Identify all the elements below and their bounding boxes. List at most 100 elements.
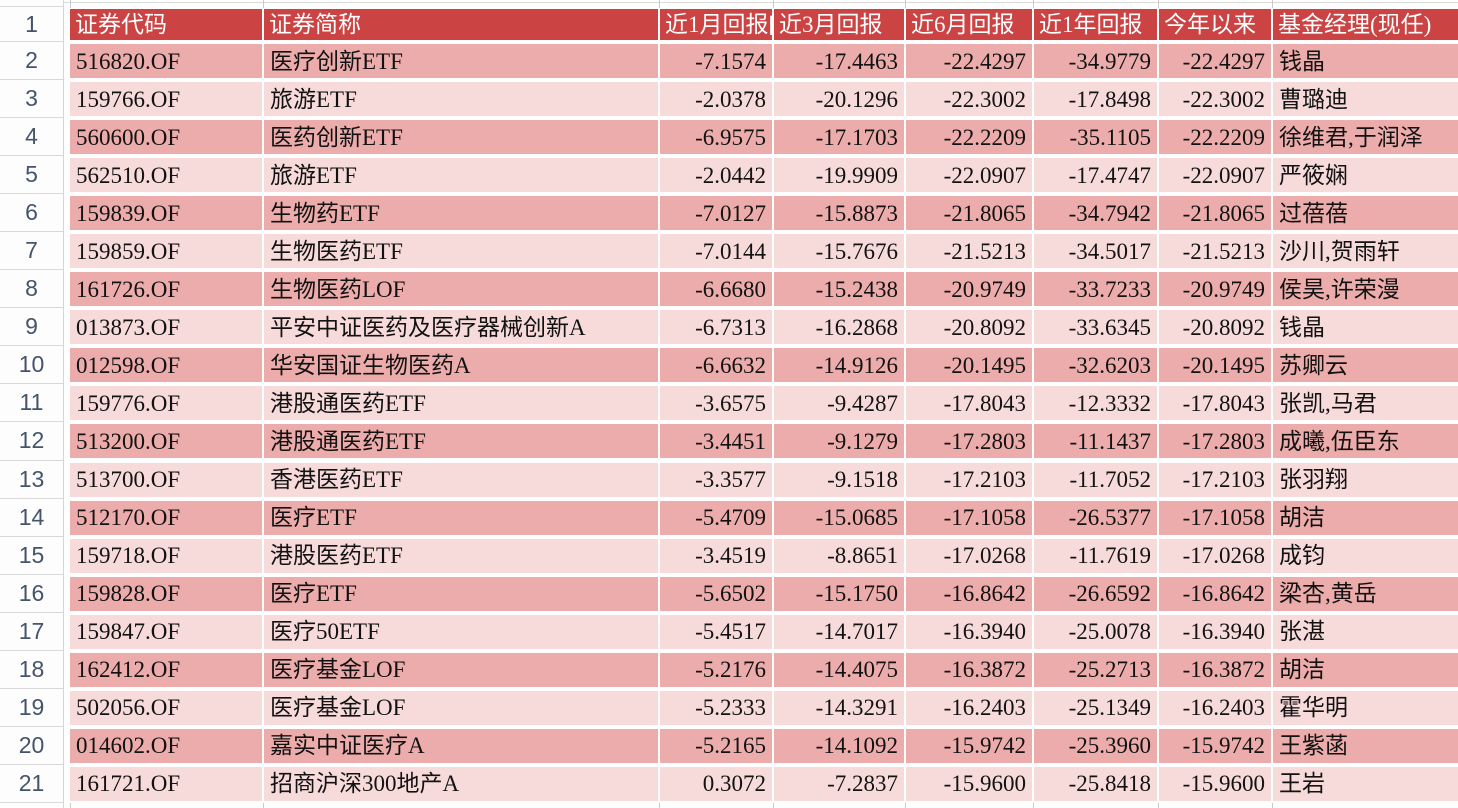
cell-manager[interactable]: 张湛 (1273, 614, 1458, 649)
row-number-cell[interactable]: 4 (0, 118, 63, 157)
cell-name[interactable]: 平安中证医药及医疗器械创新A (264, 310, 658, 345)
cell-code[interactable]: 162412.OF (70, 652, 262, 687)
cell-r1y[interactable]: -25.8418 (1034, 766, 1157, 801)
cell-r1m[interactable]: -3.4451 (660, 424, 772, 459)
cell-r1m[interactable]: -6.6680 (660, 272, 772, 307)
cell-manager[interactable]: 胡洁 (1273, 500, 1458, 535)
cell-r6m[interactable]: -22.0907 (906, 158, 1032, 193)
cell-r1m[interactable]: -7.0144 (660, 234, 772, 269)
cell-name[interactable]: 华安国证生物医药A (264, 348, 658, 383)
cell-r6m[interactable]: -16.8642 (906, 576, 1032, 611)
cell-r1y[interactable]: -35.1105 (1034, 120, 1157, 155)
cell-r1m[interactable]: -5.2176 (660, 652, 772, 687)
cell-r1y[interactable]: -33.6345 (1034, 310, 1157, 345)
cell-r3m[interactable]: -15.0685 (774, 500, 904, 535)
cell-name[interactable]: 医疗基金LOF (264, 690, 658, 725)
cell-name[interactable]: 港股通医药ETF (264, 424, 658, 459)
cell-r3m[interactable]: -17.4463 (774, 44, 904, 78)
header-cell-name[interactable]: 证券简称 (264, 9, 658, 40)
cell-ytd[interactable]: -17.0268 (1159, 538, 1271, 573)
cell-r1m[interactable]: -5.4709 (660, 500, 772, 535)
cell-r1m[interactable]: -6.7313 (660, 310, 772, 345)
cell-ytd[interactable]: -16.8642 (1159, 576, 1271, 611)
cell-manager[interactable]: 钱晶 (1273, 310, 1458, 345)
cell-ytd[interactable]: -22.3002 (1159, 82, 1271, 117)
cell-code[interactable]: 161721.OF (70, 766, 262, 801)
cell-r3m[interactable]: -14.9126 (774, 348, 904, 383)
cell-r1y[interactable]: -25.1349 (1034, 690, 1157, 725)
cell-ytd[interactable]: -17.2803 (1159, 424, 1271, 459)
cell-ytd[interactable]: -20.8092 (1159, 310, 1271, 345)
cell-code[interactable]: 159828.OF (70, 576, 262, 611)
row-number-cell[interactable]: 11 (0, 384, 63, 423)
header-cell-manager[interactable]: 基金经理(现任) (1273, 9, 1458, 40)
cell-r1y[interactable]: -25.2713 (1034, 652, 1157, 687)
cell-manager[interactable]: 张羽翔 (1273, 462, 1458, 497)
cell-manager[interactable]: 曹璐迪 (1273, 82, 1458, 117)
header-cell-r1y[interactable]: 近1年回报 (1034, 9, 1157, 40)
cell-ytd[interactable]: -16.3940 (1159, 614, 1271, 649)
cell-name[interactable]: 嘉实中证医疗A (264, 728, 658, 763)
cell-ytd[interactable]: -16.3872 (1159, 652, 1271, 687)
row-number-cell[interactable]: 13 (0, 461, 63, 499)
cell-r1m[interactable]: -2.0442 (660, 158, 772, 193)
cell-name[interactable]: 医疗基金LOF (264, 652, 658, 687)
cell-r1m[interactable]: -3.3577 (660, 462, 772, 497)
cell-r6m[interactable]: -17.8043 (906, 386, 1032, 421)
cell-ytd[interactable]: -21.8065 (1159, 196, 1271, 231)
cell-code[interactable]: 159776.OF (70, 386, 262, 421)
cell-r1y[interactable]: -25.3960 (1034, 728, 1157, 763)
cell-r1m[interactable]: -5.2165 (660, 728, 772, 763)
cell-r6m[interactable]: -16.3872 (906, 652, 1032, 687)
cell-ytd[interactable]: -22.4297 (1159, 44, 1271, 78)
row-number-cell[interactable]: 3 (0, 80, 63, 119)
cell-r1y[interactable]: -11.7052 (1034, 462, 1157, 497)
cell-r3m[interactable]: -15.1750 (774, 576, 904, 611)
row-number-cell[interactable]: 17 (0, 613, 63, 651)
cell-r3m[interactable]: -15.8873 (774, 196, 904, 231)
row-number-cell[interactable]: 16 (0, 575, 63, 613)
cell-r1y[interactable]: -26.5377 (1034, 500, 1157, 535)
cell-code[interactable]: 159859.OF (70, 234, 262, 269)
header-cell-r6m[interactable]: 近6月回报 (906, 9, 1032, 40)
cell-code[interactable]: 012598.OF (70, 348, 262, 383)
row-number-cell[interactable]: 10 (0, 346, 63, 385)
cell-ytd[interactable]: -15.9742 (1159, 728, 1271, 763)
cell-manager[interactable]: 徐维君,于润泽 (1273, 120, 1458, 155)
cell-r1m[interactable]: -6.6632 (660, 348, 772, 383)
row-number-cell[interactable]: 5 (0, 156, 63, 195)
cell-r6m[interactable]: -20.1495 (906, 348, 1032, 383)
cell-name[interactable]: 医疗创新ETF (264, 44, 658, 78)
cell-r1m[interactable]: -5.4517 (660, 614, 772, 649)
cell-r3m[interactable]: -14.4075 (774, 652, 904, 687)
cell-code[interactable]: 562510.OF (70, 158, 262, 193)
cell-manager[interactable]: 钱晶 (1273, 44, 1458, 78)
cell-name[interactable]: 旅游ETF (264, 82, 658, 117)
cell-manager[interactable]: 苏卿云 (1273, 348, 1458, 383)
cell-r6m[interactable]: -16.2403 (906, 690, 1032, 725)
cell-r1m[interactable]: -6.9575 (660, 120, 772, 155)
cell-ytd[interactable]: -22.2209 (1159, 120, 1271, 155)
cell-r3m[interactable]: -8.8651 (774, 538, 904, 573)
cell-name[interactable]: 医药创新ETF (264, 120, 658, 155)
cell-name[interactable]: 香港医药ETF (264, 462, 658, 497)
row-number-cell[interactable]: 14 (0, 499, 63, 537)
cell-ytd[interactable]: -20.1495 (1159, 348, 1271, 383)
cell-r1m[interactable]: 0.3072 (660, 766, 772, 801)
cell-code[interactable]: 159766.OF (70, 82, 262, 117)
cell-r1y[interactable]: -11.1437 (1034, 424, 1157, 459)
cell-r3m[interactable]: -14.7017 (774, 614, 904, 649)
cell-manager[interactable]: 张凯,马君 (1273, 386, 1458, 421)
cell-r3m[interactable]: -7.2837 (774, 766, 904, 801)
cell-code[interactable]: 159718.OF (70, 538, 262, 573)
cell-r1y[interactable]: -11.7619 (1034, 538, 1157, 573)
row-number-cell[interactable]: 18 (0, 651, 63, 689)
cell-manager[interactable]: 侯昊,许荣漫 (1273, 272, 1458, 307)
cell-manager[interactable]: 胡洁 (1273, 652, 1458, 687)
cell-r3m[interactable]: -15.7676 (774, 234, 904, 269)
row-number-cell[interactable]: 9 (0, 308, 63, 347)
cell-r3m[interactable]: -16.2868 (774, 310, 904, 345)
cell-ytd[interactable]: -20.9749 (1159, 272, 1271, 307)
cell-name[interactable]: 港股通医药ETF (264, 386, 658, 421)
row-number-cell[interactable]: 1 (0, 7, 63, 42)
